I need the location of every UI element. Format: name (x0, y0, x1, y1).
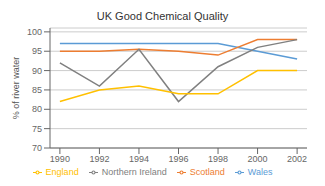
html-text:UK Good Chemical Quality: UK Good Chemical Quality (96, 10, 229, 22)
svg-text:70: 70 (32, 143, 42, 153)
svg-text:2002: 2002 (287, 154, 307, 164)
svg-text:2000: 2000 (248, 154, 268, 164)
svg-text:1998: 1998 (208, 154, 228, 164)
svg-text:80: 80 (32, 104, 42, 114)
svg-text:75: 75 (32, 124, 42, 134)
svg-text:85: 85 (32, 85, 42, 95)
html-text:Northern Ireland: Northern Ireland (101, 167, 167, 177)
svg-text:95: 95 (32, 46, 42, 56)
html-text:Wales: Wales (247, 167, 273, 177)
svg-text:% of river water: % of river water (11, 57, 21, 120)
svg-text:1996: 1996 (168, 154, 188, 164)
html-text:England: England (45, 167, 79, 177)
svg-text:1994: 1994 (129, 154, 149, 164)
svg-text:100: 100 (27, 27, 42, 37)
svg-text:1990: 1990 (50, 154, 70, 164)
svg-text:90: 90 (32, 66, 42, 76)
html-text:Scotland: Scotland (189, 167, 225, 177)
svg-text:1992: 1992 (89, 154, 109, 164)
